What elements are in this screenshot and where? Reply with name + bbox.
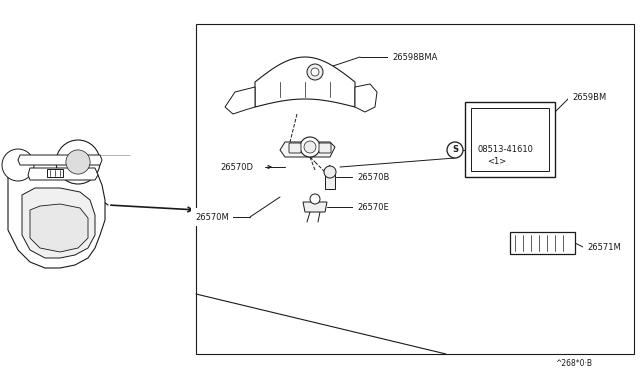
Bar — [196, 24, 634, 354]
Polygon shape — [303, 202, 327, 212]
Text: 26598BMA: 26598BMA — [392, 52, 437, 61]
Polygon shape — [465, 102, 555, 177]
Circle shape — [304, 141, 316, 153]
Text: 2659BM: 2659BM — [572, 93, 606, 102]
Circle shape — [307, 64, 323, 80]
Polygon shape — [325, 175, 335, 189]
Text: 08513-41610: 08513-41610 — [477, 145, 533, 154]
Polygon shape — [255, 57, 355, 107]
Polygon shape — [8, 158, 105, 268]
Polygon shape — [355, 84, 377, 112]
Bar — [47, 169, 63, 177]
Polygon shape — [18, 155, 102, 165]
Text: 26570D: 26570D — [220, 163, 253, 171]
Polygon shape — [471, 108, 549, 171]
Polygon shape — [22, 188, 95, 258]
Text: ^268*0·B: ^268*0·B — [555, 359, 592, 369]
Polygon shape — [510, 232, 575, 254]
Text: 26570E: 26570E — [357, 202, 388, 212]
Text: 26570M: 26570M — [195, 212, 228, 221]
Polygon shape — [28, 168, 98, 180]
Circle shape — [2, 149, 34, 181]
Circle shape — [311, 68, 319, 76]
Circle shape — [66, 150, 90, 174]
Circle shape — [324, 166, 336, 178]
Circle shape — [56, 140, 100, 184]
Polygon shape — [225, 87, 255, 114]
Polygon shape — [280, 142, 335, 157]
Circle shape — [447, 142, 463, 158]
FancyBboxPatch shape — [319, 143, 331, 153]
Text: <1>: <1> — [487, 157, 506, 167]
Text: S: S — [452, 145, 458, 154]
Text: 26571M: 26571M — [587, 244, 621, 253]
FancyBboxPatch shape — [289, 143, 301, 153]
Circle shape — [300, 137, 320, 157]
Circle shape — [310, 194, 320, 204]
Polygon shape — [30, 204, 88, 252]
Text: 26570B: 26570B — [357, 173, 389, 182]
